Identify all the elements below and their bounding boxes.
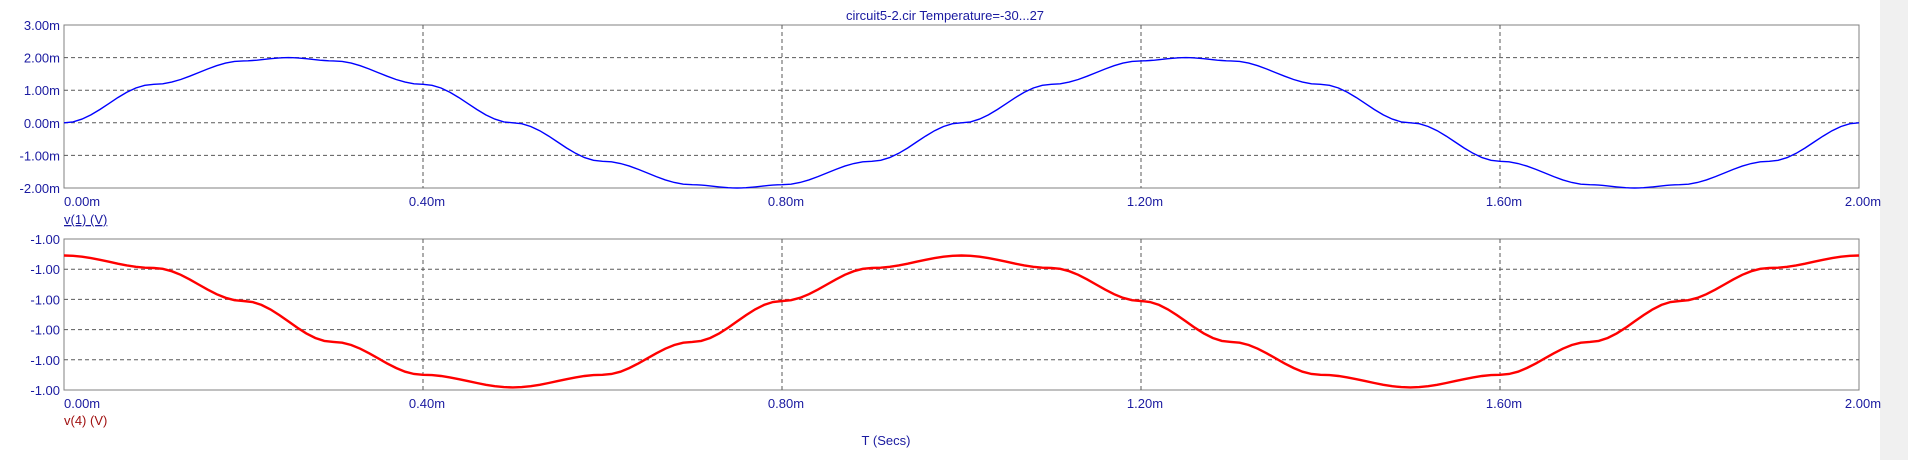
- bottom-y-tick-label: -1.00: [30, 383, 60, 398]
- bottom-x-tick-label: 1.60m: [1486, 396, 1522, 411]
- top-x-tick-label: 2.00m: [1845, 194, 1881, 209]
- top-x-tick-label: 1.60m: [1486, 194, 1522, 209]
- top-y-tick-label: 2.00m: [24, 51, 60, 66]
- top-x-tick-label: 1.20m: [1127, 194, 1163, 209]
- bottom-x-axis: 0.00m 0.40m 0.80m 1.20m 1.60m 2.00m: [64, 396, 1881, 411]
- top-y-tick-label: 0.00m: [24, 116, 60, 131]
- window-edge: [1880, 0, 1908, 460]
- bottom-x-tick-label: 0.80m: [768, 396, 804, 411]
- bottom-plot-frame: [63, 238, 1860, 391]
- trace-label-v1[interactable]: v(1) (V): [64, 212, 107, 227]
- bottom-grid: [64, 239, 1859, 390]
- bottom-x-tick-label: 1.20m: [1127, 396, 1163, 411]
- bottom-y-tick-label: -1.00: [30, 262, 60, 277]
- top-x-tick-label: 0.00m: [64, 194, 100, 209]
- top-y-tick-label: 1.00m: [24, 83, 60, 98]
- bottom-x-tick-label: 0.00m: [64, 396, 100, 411]
- top-x-axis: 0.00m 0.40m 0.80m 1.20m 1.60m 2.00m: [64, 194, 1881, 209]
- bottom-y-axis: -1.00 -1.00 -1.00 -1.00 -1.00 -1.00: [30, 232, 60, 398]
- bottom-x-tick-label: 0.40m: [409, 396, 445, 411]
- top-x-tick-label: 0.80m: [768, 194, 804, 209]
- trace-label-v4[interactable]: v(4) (V): [64, 413, 107, 428]
- x-axis-title: T (Secs): [862, 433, 911, 448]
- bottom-x-tick-label: 2.00m: [1845, 396, 1881, 411]
- bottom-panel: -1.00 -1.00 -1.00 -1.00 -1.00 -1.00 0.00m 0.40…: [30, 232, 1881, 428]
- top-y-axis: 3.00m 2.00m 1.00m 0.00m -1.00m -2.00m: [20, 18, 60, 196]
- top-x-tick-label: 0.40m: [409, 194, 445, 209]
- top-y-tick-label: -1.00m: [20, 148, 60, 163]
- bottom-y-tick-label: -1.00: [30, 232, 60, 247]
- series-line-v4: [63, 254, 1860, 389]
- bottom-y-tick-label: -1.00: [30, 323, 60, 338]
- chart-title: circuit5-2.cir Temperature=-30...27: [846, 8, 1044, 23]
- bottom-y-tick-label: -1.00: [30, 353, 60, 368]
- top-plot-frame: [63, 24, 1860, 189]
- top-y-tick-label: -2.00m: [20, 181, 60, 196]
- top-y-tick-label: 3.00m: [24, 18, 60, 33]
- bottom-y-tick-label: -1.00: [30, 292, 60, 307]
- series-line-v1: [63, 56, 1860, 189]
